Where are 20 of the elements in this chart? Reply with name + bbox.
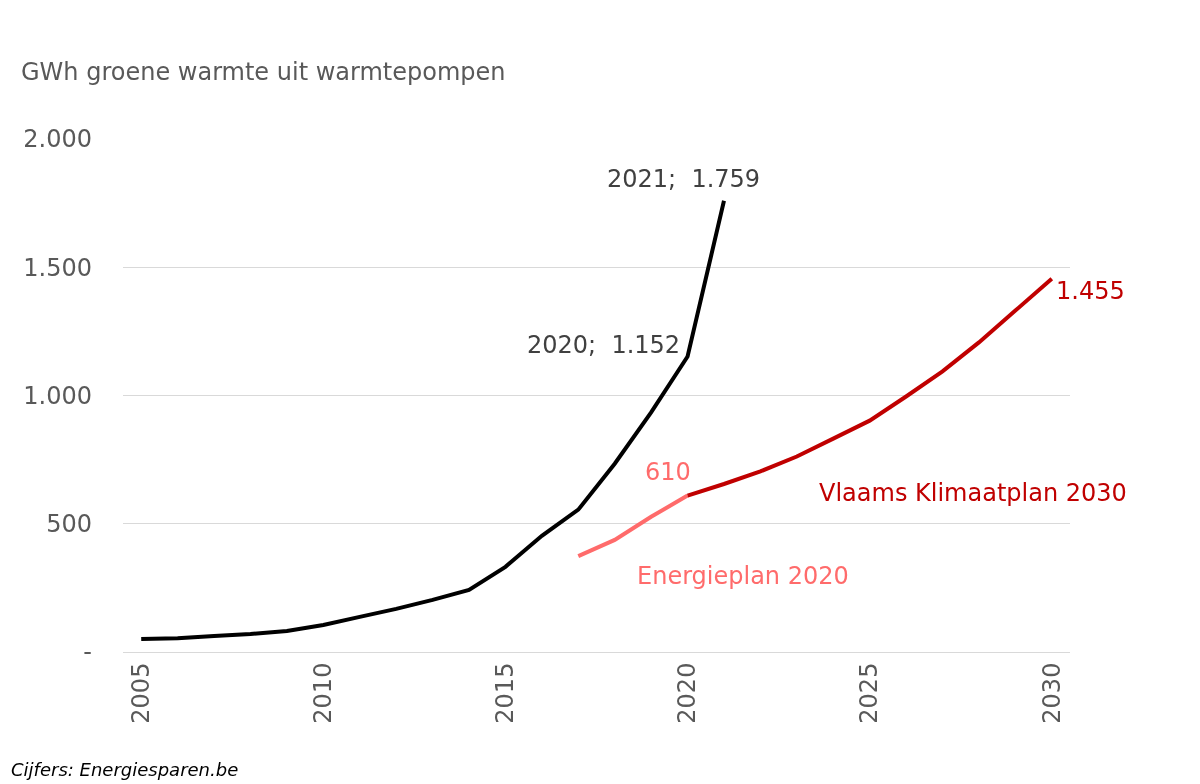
series-label: Vlaams Klimaatplan 2030 [819,479,1127,507]
line-series [576,493,690,559]
data-label: 2021; 1.759 [607,165,761,193]
x-tick-label: 2030 [1037,662,1066,724]
y-tick-label: - [83,638,92,667]
series-label: Energieplan 2020 [637,562,849,590]
y-tick-label: 1.500 [23,253,92,282]
y-axis-title: GWh groene warmte uit warmtepompen [21,58,506,86]
x-tick-label: 2020 [673,662,702,724]
x-tick-label: 2025 [855,662,884,724]
data-label: 2020; 1.152 [527,331,681,359]
y-tick-label: 1.000 [23,381,92,410]
x-tick-label: 2010 [309,662,338,724]
text: Cijfers: Energiesparen.be [11,759,239,780]
data-label: 1.455 [1056,277,1125,305]
data-label: 610 [645,458,691,486]
y-tick-label: 500 [46,510,92,539]
x-tick-label: 2015 [491,662,520,724]
x-tick-label: 2005 [127,662,156,724]
y-tick-label: 2.000 [23,125,92,154]
